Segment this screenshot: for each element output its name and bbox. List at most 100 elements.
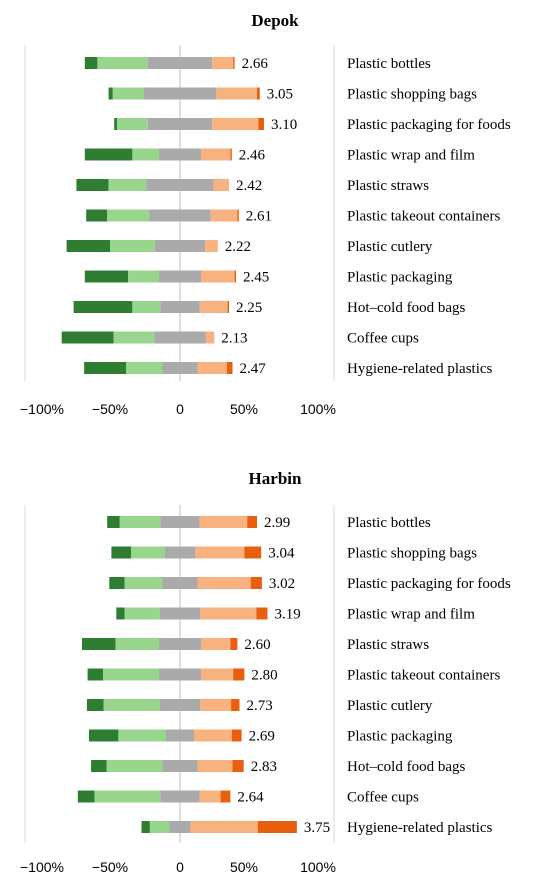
score-label: 2.45	[243, 270, 269, 286]
bar-row: 2.83 Hot–cold food bags	[91, 759, 465, 775]
bar-segment-negative	[131, 546, 165, 559]
bar-segment-strongly-negative	[61, 331, 114, 344]
bar-segment-positive	[190, 821, 258, 833]
bar-segment-positive	[201, 270, 235, 283]
category-label: Plastic shopping bags	[347, 546, 477, 562]
bar-segment-negative	[118, 729, 166, 742]
category-label: Plastic wrap and film	[347, 148, 475, 164]
bar-segment-strongly-negative	[91, 760, 107, 772]
bar-segment-neutral	[160, 790, 200, 803]
category-label: Hygiene-related plastics	[347, 361, 493, 377]
category-label: Plastic straws	[347, 637, 429, 653]
x-tick-label: 0	[176, 401, 184, 417]
bar-segment-positive	[210, 209, 238, 222]
bar-row: 2.99 Plastic bottles	[107, 515, 431, 531]
bar-segment-strongly-negative	[109, 577, 125, 589]
bar-row: 3.10 Plastic packaging for foods	[114, 117, 511, 133]
score-label: 2.66	[242, 56, 269, 72]
bar-segment-negative	[128, 270, 159, 283]
bar-segment-negative	[124, 607, 160, 620]
x-tick-label: −50%	[92, 859, 128, 875]
bar-segment-strongly-negative	[141, 821, 150, 833]
score-label: 2.25	[236, 300, 262, 316]
bar-segment-neutral	[162, 577, 198, 589]
bar-segment-positive	[201, 148, 231, 161]
bar-segment-strongly-positive	[230, 148, 232, 161]
bar-segment-negative	[112, 87, 144, 100]
score-label: 2.46	[239, 148, 266, 164]
bar-segment-negative	[149, 821, 170, 833]
bar-segment-neutral	[159, 148, 201, 161]
bar-segment-strongly-positive	[257, 821, 297, 833]
score-label: 2.83	[251, 759, 277, 775]
category-label: Plastic takeout containers	[347, 209, 500, 225]
bar-row: 3.75 Hygiene-related plastics	[141, 820, 493, 836]
bar-segment-strongly-negative	[84, 148, 133, 161]
bar-segment-neutral	[159, 638, 201, 650]
x-tick-label: −100%	[20, 401, 64, 417]
score-label: 2.42	[236, 178, 262, 194]
bar-segment-strongly-positive	[244, 546, 262, 559]
panel-title: Depok	[251, 11, 299, 30]
category-label: Plastic bottles	[347, 515, 431, 531]
category-label: Hot–cold food bags	[347, 300, 465, 316]
bar-segment-positive	[212, 57, 234, 69]
category-label: Plastic wrap and film	[347, 607, 475, 623]
bar-segment-positive	[201, 638, 231, 650]
bar-segment-strongly-positive	[233, 57, 235, 69]
bar-segment-strongly-negative	[84, 57, 98, 69]
category-label: Hygiene-related plastics	[347, 820, 493, 836]
score-label: 3.04	[268, 546, 295, 562]
bar-segment-negative	[132, 301, 161, 313]
score-label: 2.99	[264, 515, 290, 531]
bar-segment-negative	[132, 148, 159, 161]
bar-segment-strongly-positive	[230, 638, 238, 650]
score-label: 2.61	[246, 209, 272, 225]
category-label: Coffee cups	[347, 331, 419, 347]
score-label: 3.19	[275, 607, 301, 623]
bar-row: 2.22 Plastic cutlery	[66, 239, 433, 255]
bar-segment-strongly-positive	[232, 760, 244, 772]
bar-segment-strongly-negative	[111, 546, 131, 559]
score-label: 2.64	[237, 790, 264, 806]
bar-row: 2.60 Plastic straws	[82, 637, 429, 653]
bar-segment-neutral	[149, 209, 211, 222]
bar-segment-strongly-negative	[116, 607, 125, 620]
bar-row: 2.45 Plastic packaging	[84, 270, 453, 286]
bar-segment-positive	[212, 118, 259, 130]
bar-segment-positive	[200, 607, 257, 620]
bar-row: 2.13 Coffee cups	[61, 331, 419, 347]
bar-segment-neutral	[160, 301, 200, 313]
bar-segment-neutral	[162, 760, 198, 772]
category-label: Plastic cutlery	[347, 698, 433, 714]
bar-segment-neutral	[154, 240, 206, 252]
bar-row: 2.47 Hygiene-related plastics	[84, 361, 493, 377]
bar-segment-strongly-negative	[82, 638, 116, 650]
bar-segment-neutral	[147, 57, 213, 69]
bar-segment-strongly-positive	[234, 270, 236, 283]
bar-segment-positive	[197, 362, 227, 374]
bar-segment-positive	[205, 331, 215, 344]
score-label: 2.13	[221, 331, 247, 347]
score-label: 2.80	[251, 668, 277, 684]
score-label: 2.47	[240, 361, 267, 377]
score-label: 3.10	[271, 117, 297, 133]
bar-segment-positive	[201, 668, 234, 681]
score-label: 3.02	[269, 576, 295, 592]
category-label: Plastic packaging	[347, 729, 453, 745]
bar-segment-strongly-positive	[250, 577, 262, 589]
bar-segment-strongly-positive	[256, 607, 268, 620]
bar-row: 2.66 Plastic bottles	[84, 56, 431, 72]
bar-segment-strongly-positive	[231, 699, 240, 711]
bar-segment-positive	[197, 760, 233, 772]
bar-row: 2.46 Plastic wrap and film	[84, 148, 475, 164]
bar-segment-strongly-negative	[77, 790, 95, 803]
x-tick-label: 0	[176, 859, 184, 875]
category-label: Plastic cutlery	[347, 239, 433, 255]
bar-segment-strongly-negative	[114, 118, 117, 130]
panel-1: Harbin 2.99 Plastic bottles 3.04 Plastic sho…	[20, 469, 511, 875]
bar-segment-positive	[194, 729, 232, 742]
bar-row: 3.02 Plastic packaging for foods	[109, 576, 511, 592]
category-label: Plastic packaging	[347, 270, 453, 286]
